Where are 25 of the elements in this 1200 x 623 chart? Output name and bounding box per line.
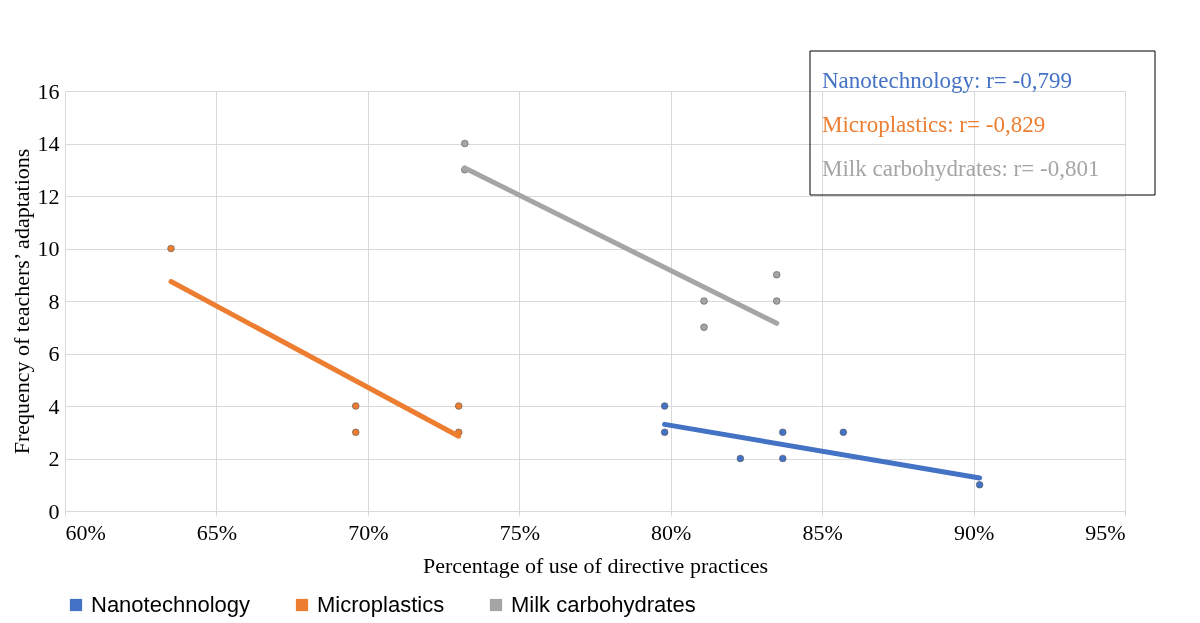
x-tick-label: 90%	[953, 519, 995, 545]
annotation: Milk carbohydrates: r= -0,801	[822, 156, 1100, 181]
y-tick-label: 4	[48, 393, 60, 419]
y-tick-label: 0	[48, 498, 60, 524]
y-axis-title: Frequency of teachers’ adaptations	[8, 148, 34, 455]
x-axis-title: Percentage of use of directive practices	[422, 552, 769, 578]
y-tick-label: 16	[37, 78, 60, 104]
y-tick-label: 2	[48, 446, 60, 471]
x-tick-label: 70%	[348, 519, 389, 545]
y-tick-label: 6	[48, 341, 60, 366]
y-tick-label: 12	[37, 183, 60, 209]
y-tick-label: 8	[48, 288, 60, 314]
x-tick-label: 95%	[1085, 519, 1126, 545]
legend-label: Nanotechnology	[91, 592, 251, 617]
annotation: Microplastics: r= -0,829	[822, 112, 1046, 137]
legend-label: Microplastics	[317, 592, 445, 617]
x-tick-label: 60%	[65, 519, 106, 545]
x-tick-label: 85%	[802, 519, 843, 545]
x-tick-label: 75%	[499, 519, 540, 545]
annotation: Nanotechnology: r= -0,799	[822, 68, 1072, 93]
x-tick-label: 80%	[651, 519, 692, 545]
y-tick-label: 10	[37, 236, 60, 261]
legend-label: Milk carbohydrates	[511, 592, 696, 617]
y-tick-label: 14	[37, 131, 60, 156]
x-tick-label: 65%	[196, 519, 238, 545]
